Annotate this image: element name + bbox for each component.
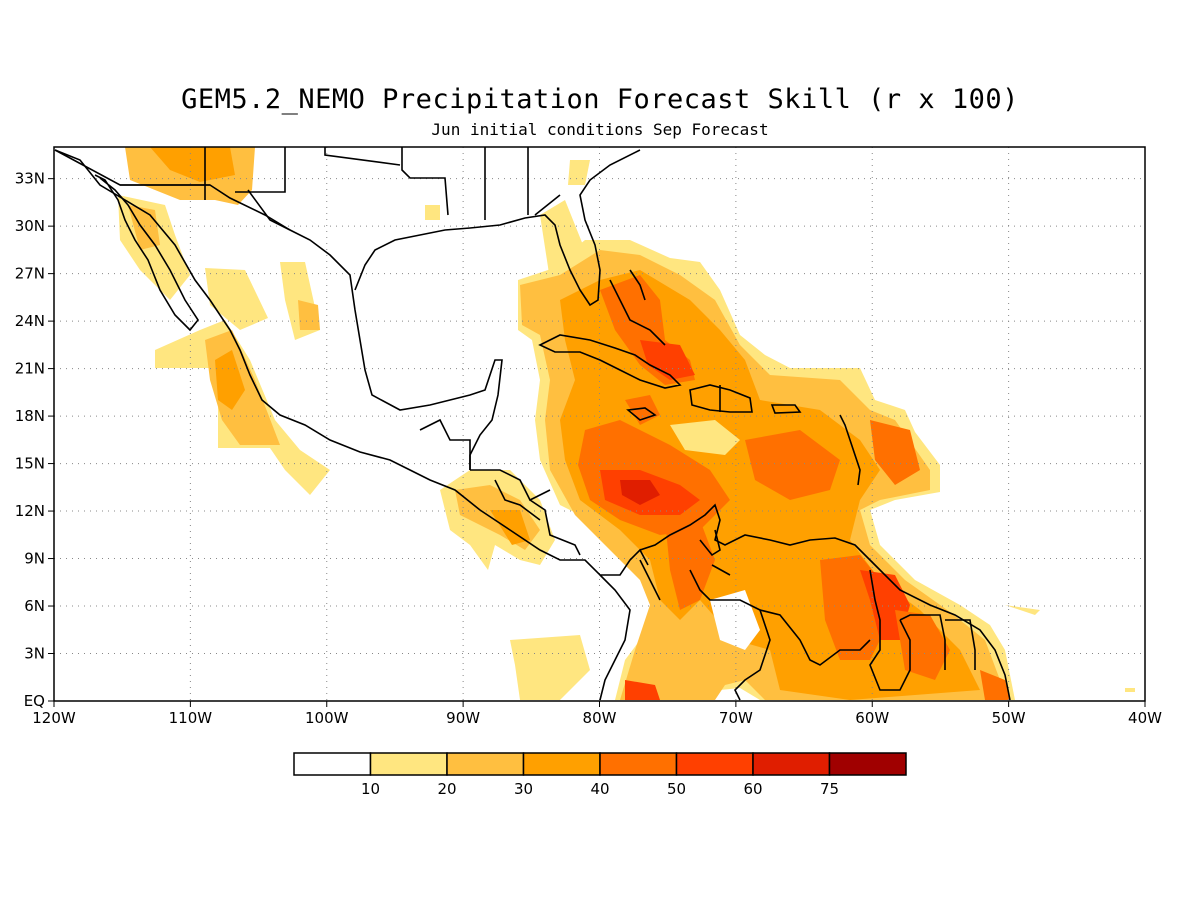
colorbar-box [752,752,831,776]
latitude-axis: EQ 3N 6N 9N 12N 15N 18N 21N 24N 27N 30N 33N [15,170,54,710]
lon-tick-label: 120W [32,709,76,727]
lat-tick-label: 6N [24,597,45,615]
lat-tick-label: 9N [24,550,45,568]
colorbar-label: 75 [820,780,839,798]
colorbar-box [293,752,372,776]
lon-tick-label: 90W [446,709,480,727]
map-title: GEM5.2_NEMO Precipitation Forecast Skill… [181,84,1019,115]
lat-tick-label: 27N [15,265,45,283]
lat-tick-label: 21N [15,360,45,378]
lat-tick-label: 15N [15,455,45,473]
lat-tick-label: EQ [24,692,45,710]
lon-tick-label: 110W [169,709,213,727]
colorbar-label: 40 [590,780,609,798]
map-subtitle: Jun initial conditions Sep Forecast [431,120,769,139]
lat-tick-label: 18N [15,407,45,425]
lat-tick-label: 30N [15,217,45,235]
colorbar-label: 30 [514,780,533,798]
colorbar-box [675,752,754,776]
colorbar-label: 60 [743,780,762,798]
colorbar-box [828,752,907,776]
map-grid [54,147,1145,701]
lat-tick-label: 3N [24,645,45,663]
coastlines [54,147,1011,701]
skill-shading [118,147,1135,700]
lon-tick-label: 50W [992,709,1026,727]
longitude-axis: 120W 110W 100W 90W 80W 70W 60W 50W 40W [32,701,1162,727]
colorbar-box [522,752,601,776]
colorbar-label: 20 [437,780,456,798]
colorbar-box [599,752,678,776]
colorbar-label: 50 [667,780,686,798]
lat-tick-label: 24N [15,312,45,330]
lon-tick-label: 70W [719,709,753,727]
lon-tick-label: 40W [1128,709,1162,727]
colorbar-box [446,752,525,776]
lat-tick-label: 33N [15,170,45,188]
lon-tick-label: 60W [855,709,889,727]
lon-tick-label: 100W [305,709,349,727]
lon-tick-label: 80W [583,709,617,727]
colorbar-label: 10 [361,780,380,798]
colorbar-box [369,752,448,776]
lat-tick-label: 12N [15,502,45,520]
colorbar: 10 20 30 40 50 60 75 [293,752,907,798]
